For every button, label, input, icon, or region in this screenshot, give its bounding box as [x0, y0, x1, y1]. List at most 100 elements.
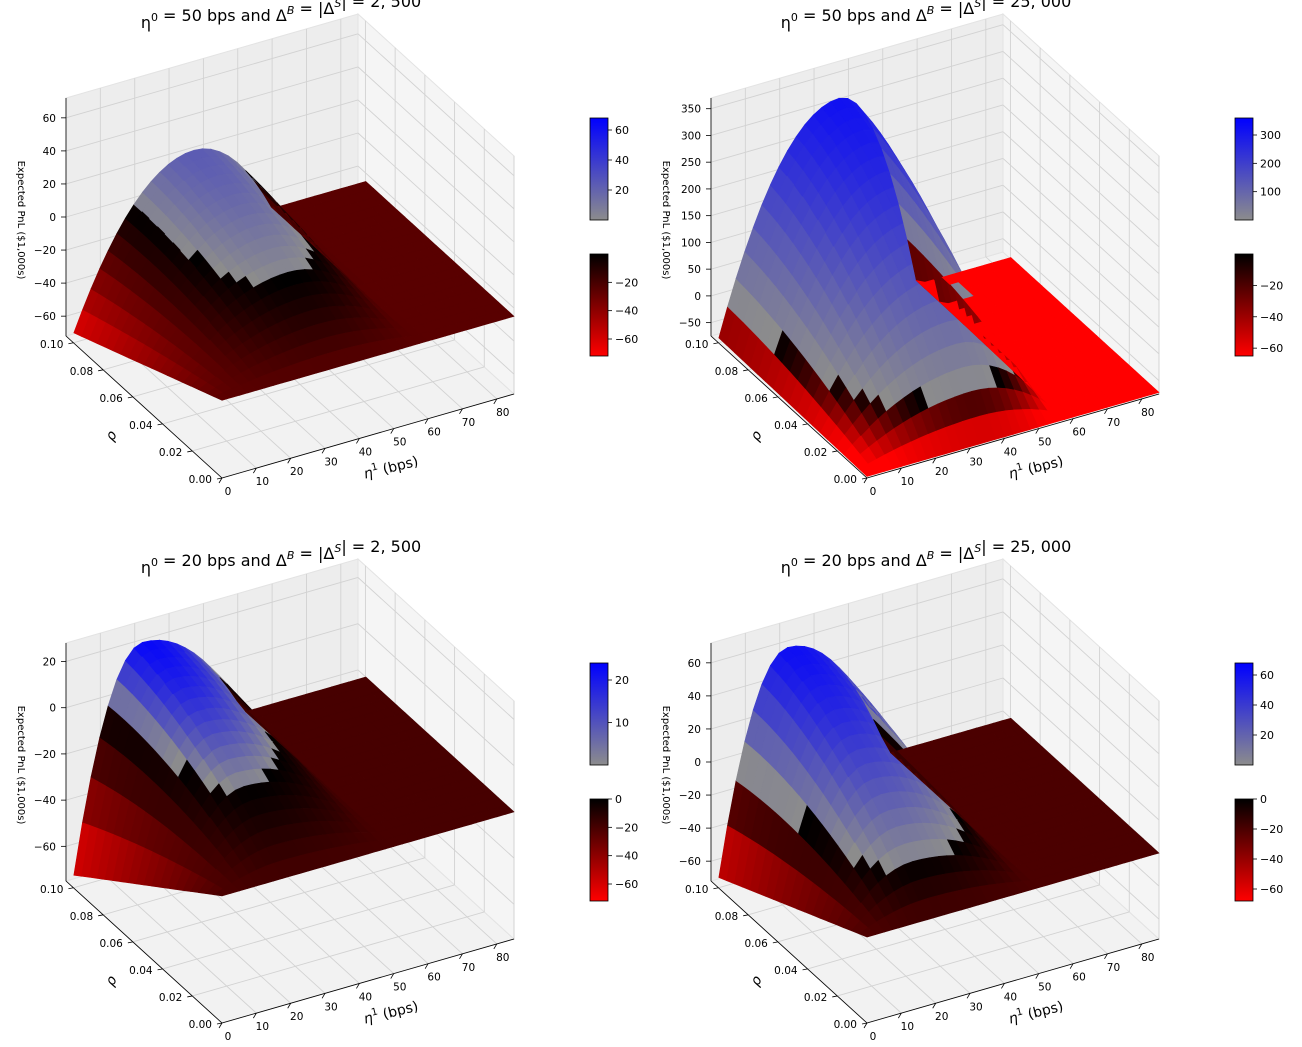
x-tick-mark: [356, 438, 360, 444]
surface: [718, 645, 1160, 938]
surface-patch: [497, 804, 515, 815]
x-tick-label: 10: [901, 476, 914, 488]
surface-patch: [970, 886, 988, 906]
y-tick-mark: [127, 396, 133, 399]
surface-patch: [852, 413, 870, 437]
surface-patch: [303, 710, 322, 721]
colorbar-negative: 0 −20 −40 −60: [589, 793, 638, 902]
z-tick-label: 350: [681, 104, 701, 116]
y-tick-mark: [98, 914, 104, 917]
colorbar-gradient: [589, 662, 609, 766]
x-tick-mark: [1138, 398, 1143, 405]
y-axis-label: ρ: [102, 973, 120, 989]
surface-patch: [368, 340, 386, 357]
y-tick-mark: [216, 1022, 223, 1025]
surface-patch: [1094, 351, 1113, 363]
z-tick-label: 200: [681, 184, 701, 196]
chart-title: η0 = 50 bps and ΔB = |ΔS| = 25, 000: [781, 0, 1072, 32]
x-tick-mark: [1001, 983, 1005, 989]
surface-patch: [99, 250, 109, 269]
z-tick-label: −40: [34, 278, 56, 290]
y-tick-label: 0.02: [159, 447, 182, 459]
y-tick-label: 0.00: [834, 1019, 857, 1031]
surface-patch: [454, 321, 472, 332]
surface-patch: [471, 316, 489, 327]
x-tick-label: 20: [935, 1011, 948, 1023]
x-tick-label: 50: [393, 982, 406, 994]
surface-patch: [1094, 812, 1112, 823]
x-axis-line: [866, 393, 1160, 479]
surface-patch: [1073, 865, 1091, 876]
surface-patch: [368, 840, 386, 852]
x-axis-line: [221, 393, 515, 479]
x-tick-mark: [1035, 428, 1040, 434]
surface-patch: [273, 367, 292, 384]
x-tick-mark: [493, 398, 498, 405]
z-tick-label: 0: [694, 291, 701, 303]
x-tick-label: 60: [1072, 427, 1085, 439]
colorbar-tick-label: 20: [615, 674, 629, 687]
y-tick-mark: [713, 887, 719, 890]
colorbar-gradient: [589, 253, 609, 357]
y-tick-mark: [832, 995, 838, 998]
y-tick-mark: [187, 995, 193, 998]
x-tick-label: 30: [324, 456, 337, 468]
colorbar-gradient: [1234, 253, 1254, 357]
surface-patch: [207, 362, 225, 377]
surface-patch: [316, 353, 335, 372]
surface-patch: [858, 927, 877, 938]
colorbar-gradient: [1234, 117, 1254, 221]
surface-patch: [852, 879, 870, 903]
surface-patch: [884, 911, 902, 930]
z-tick-label: 100: [681, 237, 701, 249]
surface-patch: [918, 897, 937, 921]
surface: [73, 639, 515, 897]
surface-patch: [1116, 853, 1134, 864]
x-tick-mark: [321, 448, 326, 454]
y-tick-label: 0.10: [685, 884, 708, 896]
x-tick-label: 0: [870, 1031, 877, 1043]
surface-patch: [1030, 409, 1048, 428]
colorbar-tick-label: −60: [615, 878, 638, 891]
x-tick-label: 40: [1004, 446, 1017, 458]
surface-patch: [813, 648, 830, 662]
surface-patch: [296, 693, 315, 705]
y-tick-mark: [68, 887, 74, 890]
surface-patch: [325, 847, 343, 865]
x-tick-mark: [459, 408, 463, 415]
y-tick-mark: [802, 423, 808, 426]
colorbar-tick-label: −40: [615, 305, 638, 318]
panel-4: η0 = 20 bps and ΔB = |ΔS| = 25, 000 0 10 20…: [660, 537, 1283, 1043]
x-tick-label: 40: [359, 991, 372, 1003]
x-tick-mark: [493, 943, 498, 950]
surface-patch: [1099, 397, 1117, 408]
surface-patch: [256, 865, 274, 884]
z-tick-label: −40: [679, 823, 701, 835]
x-axis-line: [221, 938, 515, 1024]
colorbar-tick-label: −40: [615, 850, 638, 863]
y-tick-mark: [157, 968, 163, 971]
z-axis-label: Expected PnL ($1,000s): [660, 161, 671, 280]
y-tick-label: 0.06: [744, 393, 768, 405]
colorbar-negative: 0 −20 −40 −60: [1234, 793, 1283, 902]
surface-patch: [239, 381, 257, 394]
y-tick-label: 0.10: [40, 884, 63, 896]
x-tick-label: 10: [256, 476, 269, 488]
surface-patch: [858, 463, 877, 477]
x-axis-line: [866, 938, 1160, 1024]
y-tick-mark: [861, 1022, 868, 1025]
x-tick-mark: [1104, 953, 1108, 960]
x-tick-label: 50: [393, 437, 406, 449]
y-tick-mark: [713, 342, 719, 345]
colorbar-tick-label: −20: [615, 821, 638, 834]
y-tick-label: 0.08: [715, 366, 738, 378]
x-tick-label: 20: [290, 466, 303, 478]
colorbar-tick-label: 0: [1260, 793, 1267, 806]
surface-patch: [428, 824, 446, 835]
x-tick-label: 30: [969, 1001, 982, 1013]
surface-patch: [449, 275, 467, 287]
colorbar-positive: 60 40 20: [1234, 662, 1274, 766]
panel-1: η0 = 50 bps and ΔB = |ΔS| = 2, 500 0 10 20 3…: [15, 0, 638, 498]
colorbar-tick-label: −20: [1260, 279, 1283, 292]
